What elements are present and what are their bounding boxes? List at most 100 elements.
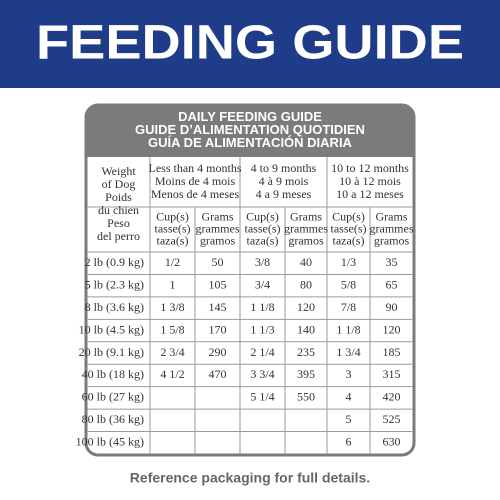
amount-cell: 35	[386, 255, 398, 269]
amount-cell: 3	[346, 367, 352, 381]
amount-cell: 1 1/8	[336, 322, 360, 336]
weight-cell: 80 lb (36 kg)	[82, 412, 144, 426]
column-header-line: Cup(s)	[332, 209, 365, 223]
column-header: Grams grammes gramos	[196, 209, 240, 247]
amount-cell: 185	[383, 345, 401, 359]
amount-cell: 3/8	[255, 255, 270, 269]
column-header-line: Cup(s)	[156, 209, 189, 223]
weight-cell: 10 lb (4.5 kg)	[79, 322, 144, 336]
column-header-line: gramos	[374, 233, 410, 247]
weight-header-line: Poids	[105, 190, 132, 204]
amount-cell: 1/3	[341, 255, 356, 269]
banner-title: FEEDING GUIDE	[36, 17, 464, 70]
weight-cell: 8 lb (3.6 kg)	[85, 300, 144, 314]
column-header-line: tasse(s)	[155, 221, 191, 235]
age-group-header-line: 10 à 12 mois	[339, 174, 401, 188]
column-header-line: Cup(s)	[246, 209, 279, 223]
column-header: Grams grammes gramos	[370, 209, 414, 247]
column-header-line: gramos	[288, 233, 324, 247]
amount-cell: 1/2	[165, 255, 180, 269]
column-header-line: grammes	[284, 221, 328, 235]
amount-cell: 105	[209, 277, 227, 291]
banner	[0, 0, 500, 88]
age-group-header: 10 to 12 months 10 à 12 mois 10 a 12 meses	[331, 161, 409, 201]
column-header-line: grammes	[370, 221, 414, 235]
age-group-header-line: 4 to 9 months	[251, 161, 317, 175]
amount-cell: 395	[297, 367, 315, 381]
amount-cell: 80	[300, 277, 312, 291]
amount-cell: 3 3/4	[250, 367, 274, 381]
amount-cell: 5	[346, 412, 352, 426]
column-header: Cup(s) tasse(s) taza(s)	[331, 209, 367, 247]
column-header: Cup(s) tasse(s) taza(s)	[245, 209, 281, 247]
column-header-line: taza(s)	[247, 233, 279, 247]
column-header-line: Grams	[202, 209, 234, 223]
amount-cell: 470	[209, 367, 227, 381]
amount-cell: 4	[346, 390, 352, 404]
age-group-header-line: Less than 4 months	[149, 161, 242, 175]
amount-cell: 50	[212, 255, 224, 269]
amount-cell: 170	[209, 322, 227, 336]
footer-note: Reference packaging for full details.	[130, 470, 370, 486]
amount-cell: 235	[297, 345, 315, 359]
amount-cell: 315	[383, 367, 401, 381]
amount-cell: 40	[300, 255, 312, 269]
age-group-header-line: 10 a 12 meses	[336, 187, 404, 201]
column-header-line: grammes	[196, 221, 240, 235]
age-group-header-line: 4 a 9 meses	[256, 187, 312, 201]
amount-cell: 90	[386, 300, 398, 314]
amount-cell: 1 3/4	[336, 345, 360, 359]
amount-cell: 5 1/4	[250, 390, 274, 404]
amount-cell: 2 3/4	[160, 345, 184, 359]
weight-cell: 60 lb (27 kg)	[82, 390, 144, 404]
amount-cell: 290	[209, 345, 227, 359]
age-group-header-line: 10 to 12 months	[331, 161, 409, 175]
amount-cell: 525	[383, 412, 401, 426]
amount-cell: 5/8	[341, 277, 356, 291]
age-group-header-line: Moins de 4 mois	[155, 174, 236, 188]
table-title-bg	[86, 105, 414, 157]
amount-cell: 1 3/8	[160, 300, 184, 314]
amount-cell: 4 1/2	[160, 367, 184, 381]
amount-cell: 420	[383, 390, 401, 404]
column-header-line: Grams	[376, 209, 408, 223]
amount-cell: 1 1/8	[250, 300, 274, 314]
table-title: DAILY FEEDING GUIDE GUIDE D’ALIMENTATION …	[135, 109, 365, 150]
weight-cell: 40 lb (18 kg)	[82, 367, 144, 381]
column-header-line: Grams	[290, 209, 322, 223]
table-title-line: GUÍA DE ALIMENTACIÓN DIARIA	[148, 135, 353, 150]
weight-header-line: Weight	[101, 164, 136, 178]
amount-cell: 1	[170, 277, 176, 291]
age-group-header-line: Menos de 4 meses	[151, 187, 240, 201]
weight-header-line: of Dog	[102, 177, 136, 191]
amount-cell: 140	[297, 322, 315, 336]
column-header: Cup(s) tasse(s) taza(s)	[155, 209, 191, 247]
table-title-line: GUIDE D’ALIMENTATION QUOTIDIEN	[135, 122, 365, 137]
amount-cell: 3/4	[255, 277, 270, 291]
column-header-line: tasse(s)	[331, 221, 367, 235]
weight-header: Weight of Dog Poids du chien Peso del perro	[97, 164, 140, 243]
amount-cell: 65	[386, 277, 398, 291]
weight-cell: 2 lb (0.9 kg)	[85, 255, 144, 269]
amount-cell: 1 5/8	[160, 322, 184, 336]
column-header-line: tasse(s)	[245, 221, 281, 235]
age-group-header: 4 to 9 months 4 à 9 mois 4 a 9 meses	[251, 161, 317, 201]
amount-cell: 630	[383, 435, 401, 449]
column-header-line: taza(s)	[333, 233, 365, 247]
amount-cell: 550	[297, 390, 315, 404]
table-title-line: DAILY FEEDING GUIDE	[178, 109, 322, 124]
amount-cell: 1 1/3	[250, 322, 274, 336]
amount-cell: 6	[346, 435, 352, 449]
amount-cell: 120	[383, 322, 401, 336]
amount-cell: 145	[209, 300, 227, 314]
weight-cell: 100 lb (45 kg)	[76, 435, 144, 449]
amount-cell: 2 1/4	[250, 345, 274, 359]
weight-header-line: du chien	[98, 203, 139, 217]
table: DAILY FEEDING GUIDE GUIDE D’ALIMENTATION …	[76, 109, 414, 454]
age-group-header: Less than 4 months Moins de 4 mois Menos d…	[149, 161, 242, 201]
weight-cell: 5 lb (2.3 kg)	[85, 277, 144, 291]
weight-cell: 20 lb (9.1 kg)	[79, 345, 144, 359]
weight-header-line: del perro	[97, 229, 140, 243]
column-header-line: gramos	[200, 233, 236, 247]
